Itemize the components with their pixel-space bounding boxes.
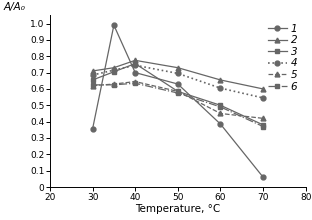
X-axis label: Temperature, °C: Temperature, °C	[135, 204, 221, 214]
Legend: 1, 2, 3, 4, 5, 6: 1, 2, 3, 4, 5, 6	[265, 21, 300, 95]
2	[219, 79, 222, 81]
3	[219, 104, 222, 107]
6	[219, 106, 222, 108]
4	[219, 87, 222, 90]
3	[133, 62, 137, 65]
4	[133, 64, 137, 67]
2	[176, 66, 180, 69]
Line: 3: 3	[90, 61, 266, 127]
4	[91, 74, 95, 76]
1	[133, 71, 137, 74]
1	[176, 83, 180, 85]
6	[261, 125, 265, 128]
6	[112, 84, 116, 86]
5	[176, 90, 180, 93]
1	[112, 24, 116, 27]
4	[176, 72, 180, 75]
3	[112, 70, 116, 73]
Line: 1: 1	[90, 23, 266, 180]
2	[261, 88, 265, 90]
1	[261, 176, 265, 178]
4	[261, 97, 265, 99]
3	[261, 124, 265, 126]
1	[219, 123, 222, 125]
Line: 2: 2	[90, 58, 266, 91]
6	[91, 84, 95, 86]
5	[91, 84, 95, 87]
2	[112, 66, 116, 69]
Text: A/A₀: A/A₀	[4, 2, 26, 12]
5	[112, 83, 116, 85]
2	[91, 70, 95, 72]
3	[91, 79, 95, 81]
Line: 4: 4	[90, 63, 266, 100]
2	[133, 59, 137, 62]
Line: 5: 5	[90, 79, 266, 121]
Line: 6: 6	[90, 81, 266, 129]
6	[133, 82, 137, 84]
5	[219, 112, 222, 115]
5	[261, 117, 265, 120]
4	[112, 69, 116, 72]
1	[91, 128, 95, 130]
5	[133, 80, 137, 83]
3	[176, 90, 180, 93]
6	[176, 92, 180, 94]
